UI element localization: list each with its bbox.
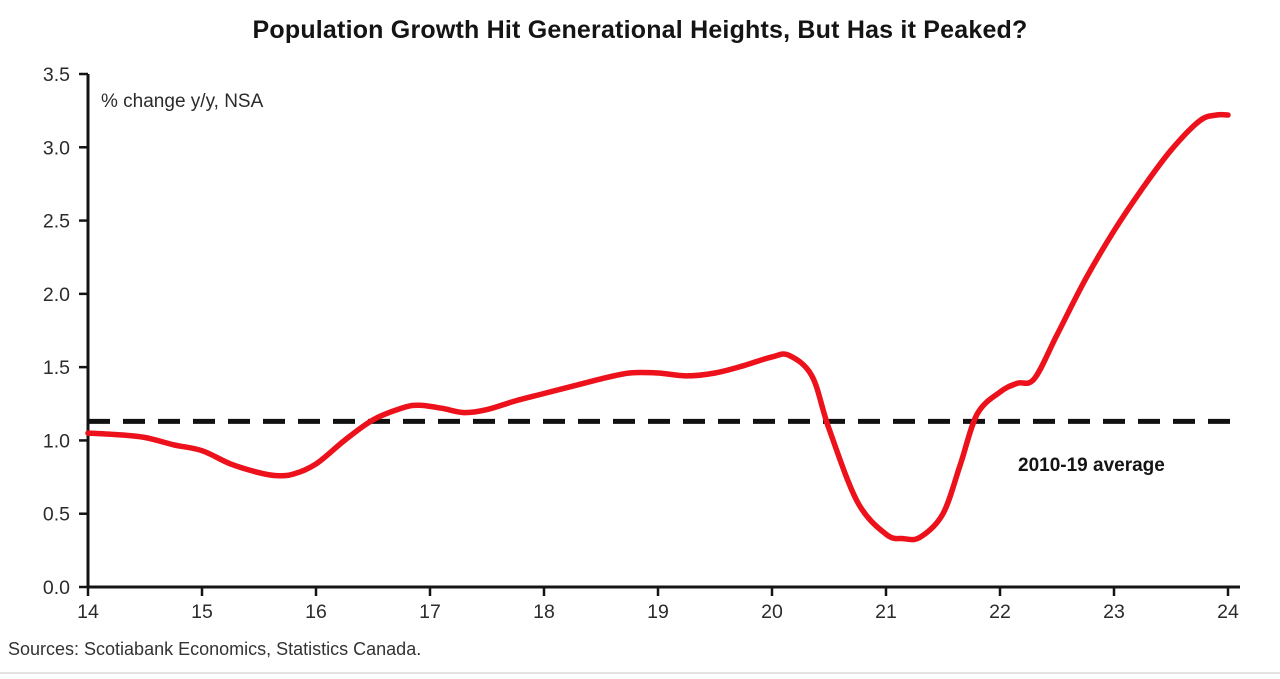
x-tick-label: 14 bbox=[77, 601, 99, 623]
y-tick-label: 3.5 bbox=[43, 64, 70, 86]
x-tick-label: 21 bbox=[875, 601, 897, 623]
x-tick-label: 17 bbox=[419, 601, 441, 623]
population-growth-curve bbox=[85, 111, 1231, 543]
y-tick-label: 2.5 bbox=[43, 211, 70, 233]
y-tick-label: 2.0 bbox=[43, 284, 70, 306]
x-tick-label: 19 bbox=[647, 601, 669, 623]
unit-annotation: % change y/y, NSA bbox=[101, 91, 264, 112]
y-tick-label: 1.5 bbox=[43, 357, 70, 379]
x-tick-label: 15 bbox=[191, 601, 213, 623]
bottom-divider bbox=[0, 672, 1280, 674]
average-line-annotation: 2010-19 average bbox=[1018, 455, 1165, 476]
y-tick-label: 0.5 bbox=[43, 504, 70, 526]
y-tick-label: 0.0 bbox=[43, 577, 70, 599]
chart-title: Population Growth Hit Generational Heigh… bbox=[252, 16, 1028, 44]
source-note: Sources: Scotiabank Economics, Statistic… bbox=[8, 639, 422, 659]
x-tick-label: 16 bbox=[305, 601, 327, 623]
x-tick-label: 20 bbox=[761, 601, 783, 623]
y-tick-label: 3.0 bbox=[43, 137, 70, 159]
x-tick-label: 24 bbox=[1217, 601, 1239, 623]
axes bbox=[79, 72, 1240, 596]
series-line bbox=[85, 111, 1231, 543]
x-tick-label: 18 bbox=[533, 601, 555, 623]
y-tick-label: 1.0 bbox=[43, 430, 70, 452]
x-tick-label: 22 bbox=[989, 601, 1011, 623]
x-tick-label: 23 bbox=[1103, 601, 1125, 623]
tick-labels: 0.0 0.5 1.0 1.5 2.0 2.5 3.0 3.5 14 15 16 17 18 19 20 21… bbox=[43, 64, 1239, 623]
